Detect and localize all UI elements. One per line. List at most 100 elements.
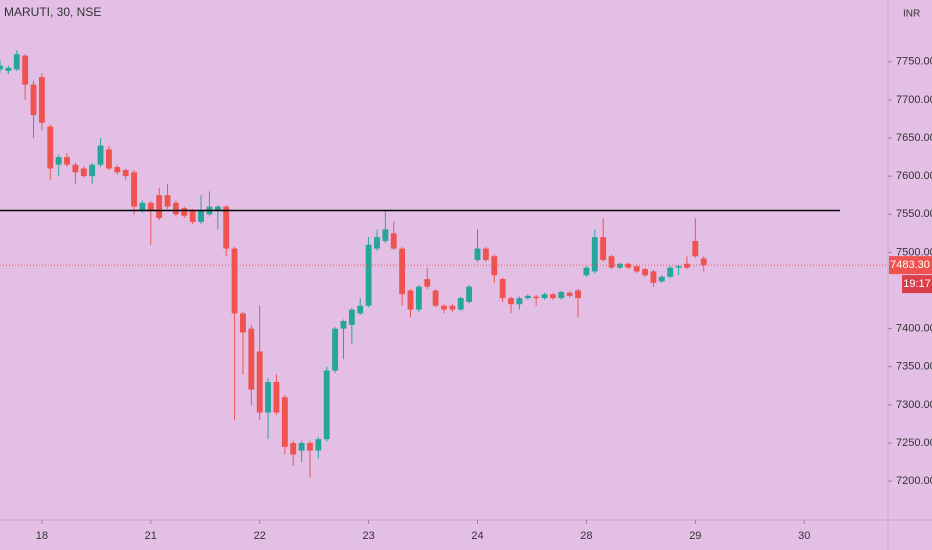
candle-body [89, 164, 96, 177]
candle-body [131, 172, 137, 207]
y-tick-label: 7250.00 [896, 437, 932, 449]
countdown-label: 19:17 [903, 278, 931, 290]
candle-body [633, 266, 640, 272]
candle-body [72, 164, 79, 173]
candle-body [499, 279, 506, 299]
candle-body [457, 298, 464, 310]
candle-body [340, 320, 347, 329]
candle-body [0, 65, 3, 70]
candle-body [390, 233, 397, 249]
candle-body [323, 370, 330, 440]
candle-body [348, 309, 355, 325]
candle-body [30, 84, 37, 116]
candle-body [147, 202, 154, 211]
candle-body [357, 305, 364, 314]
last-price-box [889, 256, 932, 275]
candle-body [47, 126, 54, 169]
candle-body [616, 263, 623, 268]
candle-body [114, 166, 121, 173]
x-tick-label: 21 [145, 530, 157, 542]
candle-body [684, 263, 690, 268]
y-tick-label: 7300.00 [896, 399, 932, 411]
x-tick-label: 22 [254, 530, 266, 542]
y-tick-label: 7550.00 [896, 208, 932, 220]
currency: INR [903, 9, 920, 20]
candle-body [80, 168, 87, 177]
candle-body [122, 170, 129, 177]
candle-body [214, 206, 221, 211]
y-tick-label: 7400.00 [896, 323, 932, 335]
candle-body [608, 256, 615, 268]
candle-body [407, 290, 414, 310]
candle-body [541, 294, 548, 299]
candle-body [533, 296, 540, 299]
y-tick-label: 7350.00 [896, 361, 932, 373]
candle-body [374, 237, 380, 249]
candle-body [273, 381, 280, 413]
candle-body [667, 267, 674, 277]
candle-body [399, 248, 406, 295]
y-tick-label: 7200.00 [896, 475, 932, 487]
candle-body [38, 77, 45, 123]
candle-body [382, 229, 389, 241]
candle-body [64, 157, 70, 165]
candle-body [189, 210, 196, 222]
last-price-label: 7483.30 [890, 259, 930, 271]
candle-body [164, 195, 171, 207]
candle-body [491, 256, 498, 276]
chart-title: MARUTI, 30, NSE [4, 5, 101, 19]
candle-body [13, 54, 20, 70]
candle-body [105, 149, 112, 169]
candle-body [600, 237, 607, 260]
candle-body [5, 67, 12, 71]
x-tick-label: 28 [580, 530, 592, 542]
candle-body [658, 276, 665, 282]
candle-body [332, 328, 339, 371]
candle-body [97, 145, 104, 165]
candle-body [315, 439, 322, 451]
x-tick-label: 30 [798, 530, 810, 542]
candle-body [198, 210, 204, 222]
candle-body [549, 294, 556, 299]
candle-body [290, 442, 297, 455]
candle-body [432, 290, 439, 306]
candle-body [524, 295, 531, 299]
y-tick-label: 7600.00 [896, 170, 932, 182]
candle-body [256, 351, 263, 413]
candle-body [172, 202, 179, 215]
candle-body [424, 279, 431, 287]
candle-body [625, 263, 632, 268]
candle-body [441, 305, 447, 310]
candle-body [231, 248, 238, 314]
candle-body [575, 290, 581, 299]
candle-body [558, 292, 565, 299]
candle-body [415, 286, 422, 310]
countdown-box [902, 275, 932, 294]
candle-body [642, 269, 648, 276]
candle-body [466, 286, 473, 302]
candle-body [516, 298, 523, 305]
candle-body [583, 267, 590, 276]
y-tick-label: 7650.00 [896, 132, 932, 144]
y-tick-label: 7700.00 [896, 94, 932, 106]
x-tick-label: 29 [689, 530, 701, 542]
candle-body [650, 271, 657, 283]
candle-body [365, 244, 372, 306]
candle-body [566, 292, 573, 296]
candle-body [223, 206, 230, 249]
candle-body [248, 328, 255, 390]
candle-body [474, 248, 481, 260]
candle-body [508, 298, 514, 305]
y-tick-label: 7750.00 [896, 56, 932, 68]
candle-body [156, 195, 163, 219]
candle-body [139, 202, 146, 211]
y-tick-label: 7500.00 [896, 246, 932, 258]
candle-body [281, 397, 288, 447]
candle-body [22, 55, 29, 85]
x-tick-label: 23 [362, 530, 374, 542]
candle-body [482, 248, 489, 260]
candle-body [700, 258, 707, 266]
candle-body [240, 313, 246, 333]
candle-body [265, 381, 272, 413]
